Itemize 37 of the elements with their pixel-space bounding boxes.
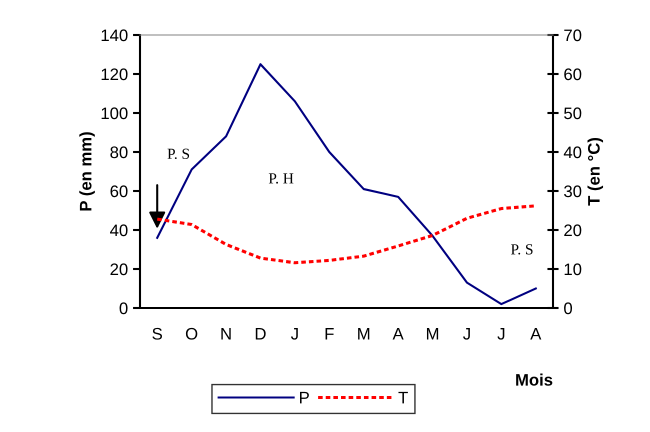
x-tick-label: N (221, 328, 231, 340)
y2-tick-label: 20 (564, 224, 582, 236)
x-tick-label: A (392, 328, 404, 340)
line-series (156, 63, 537, 306)
x-tick-label: J (497, 328, 504, 340)
y2-tick-label: 50 (564, 107, 582, 120)
y2-axis-title: T (en °C) (588, 138, 604, 206)
y2-tick-label: 0 (564, 302, 572, 314)
annotation: P. H (268, 173, 294, 184)
x-tick-label: J (463, 328, 470, 340)
y2-tick-label: 30 (564, 185, 582, 198)
annotation: P. S (168, 148, 190, 160)
x-tick-label: M (426, 328, 438, 340)
x-tick-label: F (326, 328, 334, 340)
x-tick-label: J (290, 328, 298, 340)
y2-tick-label: 40 (564, 146, 582, 158)
y-tick-label: 40 (110, 224, 128, 236)
legend-label: T (398, 392, 408, 404)
y-tick-label: 60 (110, 185, 128, 198)
y-tick-label: 80 (110, 146, 128, 158)
annotation: P. S (511, 244, 533, 255)
y-axis-title: P (en mm) (79, 132, 95, 211)
x-tick-label: O (186, 328, 198, 340)
y2-tick-label: 60 (564, 68, 582, 80)
y2-tick-label: 70 (564, 29, 582, 42)
y-tick-label: 100 (102, 107, 128, 120)
x-axis-title: Mois (516, 374, 552, 386)
x-tick-label: S (152, 328, 162, 340)
y-tick-label: 20 (110, 263, 128, 276)
x-tick-label: M (358, 328, 370, 340)
y-tick-label: 120 (102, 68, 128, 80)
x-tick-label: A (530, 328, 542, 340)
x-tick-label: D (256, 328, 266, 340)
y-tick-label: 0 (120, 302, 128, 314)
legend-label: P (300, 392, 309, 404)
y-tick-label: 140 (102, 29, 128, 42)
y2-tick-label: 10 (564, 263, 582, 276)
